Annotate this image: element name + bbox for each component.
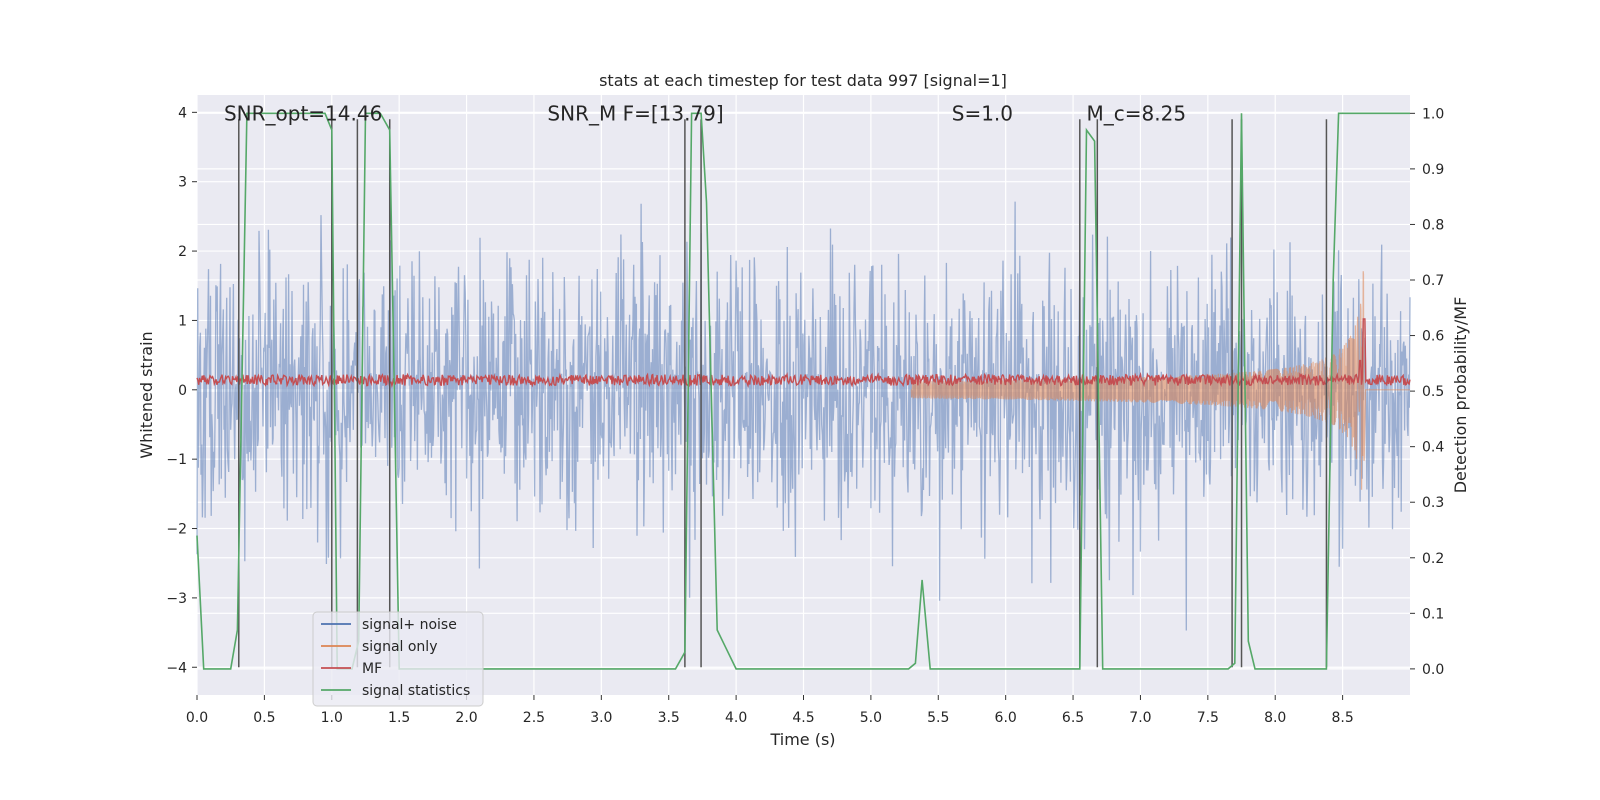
left-axis-ticks: 4 3 2 1 0 −1 −2 −3 −4 bbox=[166, 105, 197, 676]
x-tick-label: 6.0 bbox=[995, 710, 1017, 726]
x-tick-label: 6.5 bbox=[1062, 710, 1084, 726]
x-tick-label: 2.0 bbox=[455, 710, 477, 726]
annotation-label: SNR_opt=14.46 bbox=[224, 101, 382, 125]
signal-statistics-line bbox=[196, 112, 1410, 670]
signal-noise-series bbox=[196, 201, 1411, 631]
y-tick-label-left: 3 bbox=[178, 175, 187, 191]
x-tick-label: 3.0 bbox=[590, 710, 612, 726]
x-tick-label: 4.0 bbox=[725, 710, 747, 726]
annotations: SNR_opt=14.46 SNR_M F=[13.79] S=1.0 M_c=8.2… bbox=[224, 101, 1186, 125]
y-tick-label-left: 2 bbox=[178, 244, 187, 260]
x-tick-label: 1.0 bbox=[321, 710, 343, 726]
legend-box bbox=[312, 611, 484, 707]
y-tick-label-right: 0.4 bbox=[1422, 440, 1444, 456]
x-tick-label: 7.0 bbox=[1129, 710, 1151, 726]
y-tick-label-left: −4 bbox=[166, 660, 187, 676]
right-axis-ticks: 1.0 0.9 0.8 0.7 0.6 0.5 0.4 0.3 0.2 0.1 0.0 bbox=[1410, 106, 1444, 678]
legend-label: MF bbox=[362, 661, 382, 677]
y-tick-label-right: 0.6 bbox=[1422, 329, 1444, 345]
annotation-label: M_c=8.25 bbox=[1087, 101, 1187, 125]
legend-label: signal only bbox=[362, 639, 437, 655]
x-tick-label: 2.5 bbox=[523, 710, 545, 726]
signal-noise-line bbox=[196, 201, 1411, 631]
x-tick-label: 0.0 bbox=[186, 710, 208, 726]
y-tick-label-right: 0.9 bbox=[1422, 162, 1444, 178]
x-tick-label: 3.5 bbox=[658, 710, 680, 726]
y-tick-label-left: −2 bbox=[166, 522, 187, 538]
y-tick-label-left: 0 bbox=[178, 383, 187, 399]
x-axis-ticks: 0.0 0.5 1.0 1.5 2.0 2.5 3.0 3.5 4.0 4.5 5.0 5.5 6.0 6… bbox=[186, 695, 1354, 726]
signal-only-series bbox=[910, 271, 1410, 490]
y-axis-label-left: Whitened strain bbox=[137, 331, 156, 458]
x-tick-label: 5.0 bbox=[860, 710, 882, 726]
y-tick-label-right: 0.3 bbox=[1422, 495, 1444, 511]
chart-title: stats at each timestep for test data 997… bbox=[599, 71, 1007, 90]
annotation-label: S=1.0 bbox=[952, 101, 1013, 125]
x-axis-label: Time (s) bbox=[769, 730, 835, 749]
legend-label: signal+ noise bbox=[362, 617, 457, 633]
event-markers bbox=[238, 119, 1328, 668]
x-tick-label: 8.5 bbox=[1331, 710, 1353, 726]
y-tick-label-right: 0.5 bbox=[1422, 384, 1444, 400]
x-tick-label: 7.5 bbox=[1197, 710, 1219, 726]
signal-statistics-series bbox=[196, 112, 1410, 670]
y-tick-label-left: 1 bbox=[178, 313, 187, 329]
y-tick-label-right: 0.0 bbox=[1422, 662, 1444, 678]
y-tick-label-left: −1 bbox=[166, 452, 187, 468]
mf-line bbox=[196, 318, 1411, 389]
annotation-label: SNR_M F=[13.79] bbox=[547, 101, 723, 125]
signal-only-line bbox=[910, 271, 1410, 490]
x-tick-label: 0.5 bbox=[253, 710, 275, 726]
y-tick-label-right: 0.7 bbox=[1422, 273, 1444, 289]
y-tick-label-right: 0.1 bbox=[1422, 606, 1444, 622]
y-axis-label-right: Detection probability/MF bbox=[1451, 297, 1470, 494]
x-tick-label: 8.0 bbox=[1264, 710, 1286, 726]
x-tick-label: 1.5 bbox=[388, 710, 410, 726]
y-tick-label-right: 1.0 bbox=[1422, 106, 1444, 122]
mf-series bbox=[196, 318, 1411, 389]
legend-label: signal statistics bbox=[362, 683, 470, 699]
y-tick-label-left: −3 bbox=[166, 591, 187, 607]
y-tick-label-left: 4 bbox=[178, 105, 187, 121]
y-tick-label-right: 0.2 bbox=[1422, 551, 1444, 567]
x-tick-label: 5.5 bbox=[927, 710, 949, 726]
x-tick-label: 4.5 bbox=[792, 710, 814, 726]
y-tick-label-right: 0.8 bbox=[1422, 217, 1444, 233]
legend: signal+ noise signal only MF signal statist… bbox=[312, 611, 484, 707]
